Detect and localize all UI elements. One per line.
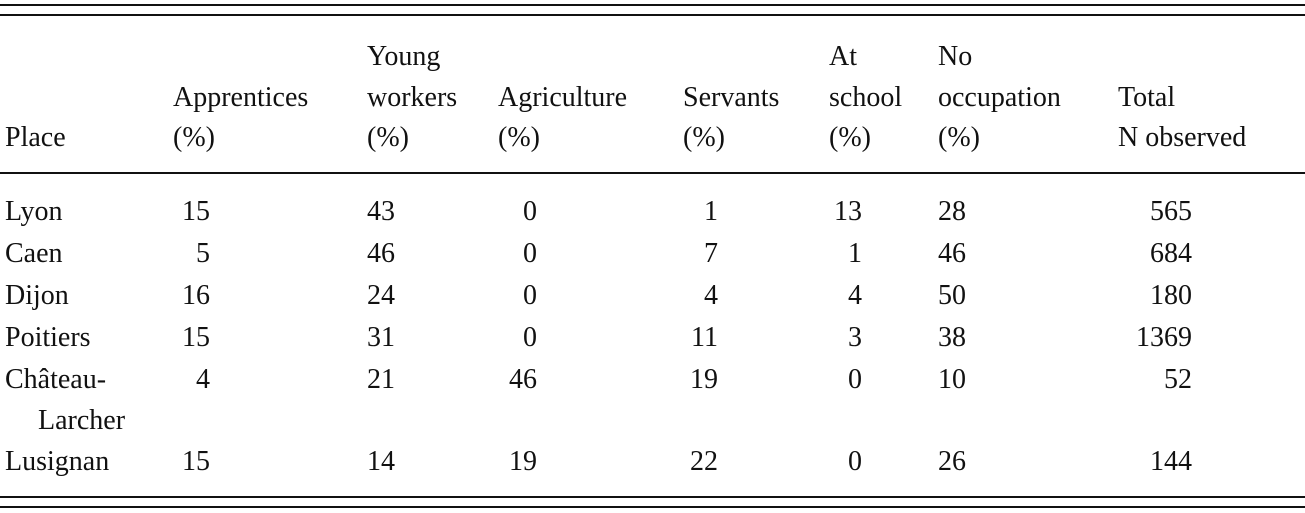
table-cell: 15 — [182, 196, 210, 227]
table-cell: 50 — [938, 280, 966, 311]
column-header: (%) — [367, 122, 409, 153]
row-label: Caen — [5, 238, 63, 269]
table-cell: 52 — [1164, 364, 1192, 395]
row-label: Dijon — [5, 280, 69, 311]
row-label: Lyon — [5, 196, 63, 227]
top-rule — [0, 14, 1305, 16]
row-label: Larcher — [38, 405, 126, 436]
table-cell: 180 — [1150, 280, 1192, 311]
table-cell: 16 — [182, 280, 210, 311]
table-cell: 43 — [367, 196, 395, 227]
table-cell: 14 — [367, 446, 395, 477]
header-rule — [0, 172, 1305, 174]
table-cell: 144 — [1150, 446, 1192, 477]
table-cell: 28 — [938, 196, 966, 227]
column-header: Apprentices — [173, 81, 309, 113]
table-cell: 684 — [1150, 238, 1192, 269]
column-header: (%) — [498, 122, 540, 153]
table-cell: 1369 — [1136, 322, 1192, 353]
column-header: (%) — [173, 122, 215, 153]
table-cell: 0 — [848, 364, 862, 395]
table-cell: 15 — [182, 322, 210, 353]
table-cell: 46 — [367, 238, 395, 269]
table-cell: 0 — [848, 446, 862, 477]
column-header: N observed — [1118, 122, 1247, 153]
table-cell: 19 — [690, 364, 718, 395]
table-cell: 4 — [704, 280, 718, 311]
table-cell: 0 — [523, 238, 537, 269]
column-header: school — [829, 81, 903, 113]
table-cell: 10 — [938, 364, 966, 395]
table-cell: 15 — [182, 446, 210, 477]
bottom-rule — [0, 506, 1305, 508]
table-cell: 24 — [367, 280, 395, 311]
row-label: Lusignan — [5, 446, 110, 477]
table-cell: 46 — [938, 238, 966, 269]
column-header: Place — [5, 122, 66, 153]
bottom-rule — [0, 496, 1305, 498]
column-header: Total — [1118, 81, 1176, 113]
column-header: occupation — [938, 81, 1061, 113]
table-cell: 26 — [938, 446, 966, 477]
table-cell: 1 — [704, 196, 718, 227]
table-cell: 0 — [523, 196, 537, 227]
table-cell: 5 — [196, 238, 210, 269]
table-cell: 46 — [509, 364, 537, 395]
table-cell: 31 — [367, 322, 395, 353]
table-cell: 11 — [691, 322, 718, 353]
column-header: (%) — [938, 122, 980, 153]
table-cell: 21 — [367, 364, 395, 395]
column-header: At — [829, 41, 857, 72]
column-header: Agriculture — [498, 81, 628, 113]
column-header: No — [938, 41, 973, 72]
table-cell: 7 — [704, 238, 718, 269]
table-cell: 19 — [509, 446, 537, 477]
row-label: Château- — [5, 364, 107, 395]
table-cell: 1 — [848, 238, 862, 269]
column-header: (%) — [683, 122, 725, 153]
column-header: workers — [367, 81, 458, 113]
table-cell: 565 — [1150, 196, 1192, 227]
table-cell: 13 — [834, 196, 862, 227]
table-cell: 38 — [938, 322, 966, 353]
column-header: Young — [367, 41, 441, 72]
table-cell: 22 — [690, 446, 718, 477]
table-cell: 0 — [523, 280, 537, 311]
table-cell: 0 — [523, 322, 537, 353]
table-cell: 4 — [848, 280, 862, 311]
table-cell: 3 — [848, 322, 862, 353]
column-header: Servants — [683, 81, 780, 113]
top-rule — [0, 4, 1305, 6]
table-cell: 4 — [196, 364, 210, 395]
row-label: Poitiers — [5, 322, 91, 353]
column-header: (%) — [829, 122, 871, 153]
